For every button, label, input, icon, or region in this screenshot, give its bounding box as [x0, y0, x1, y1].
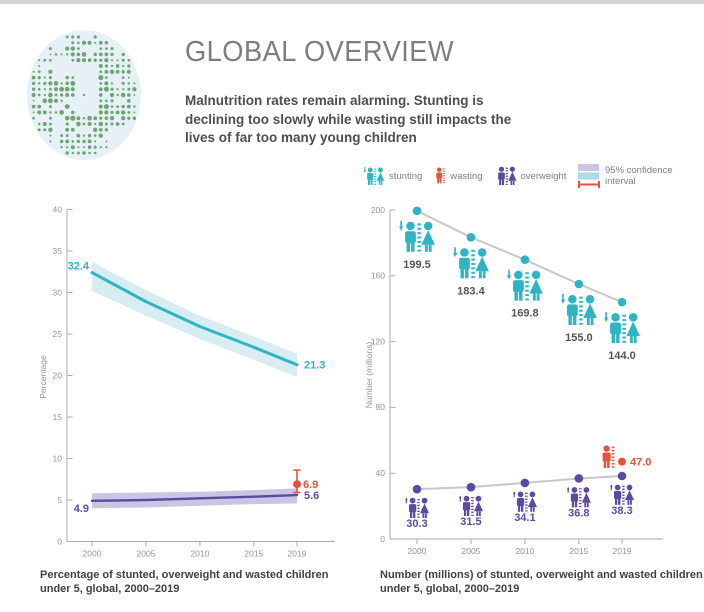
- x-tick-label: 2015: [569, 546, 588, 556]
- x-tick-label: 2005: [461, 546, 480, 556]
- x-tick-label: 2015: [244, 549, 263, 559]
- overweight-icon: [404, 497, 430, 519]
- overweight-data-point: [520, 478, 530, 488]
- y-tick-label: 160: [371, 271, 385, 281]
- x-tick-label: 2019: [613, 546, 632, 556]
- legend-item-overweight: overweight: [494, 166, 567, 186]
- stunting-icon: [363, 166, 385, 185]
- y-tick-label: 10: [53, 453, 63, 463]
- stunting-value-label: 155.0: [565, 332, 593, 344]
- stunting-value-label: 169.8: [511, 308, 539, 320]
- globe-dots: [31, 35, 137, 155]
- y-tick-label: 0: [380, 534, 385, 544]
- legend-label-stunting: stunting: [389, 170, 423, 182]
- y-tick-label: 30: [53, 287, 63, 297]
- overweight-icon: [512, 491, 537, 512]
- wasting-data-point: [293, 480, 302, 489]
- stunting-legend-glyph: [363, 166, 385, 185]
- stunting-value-label: 199.5: [403, 259, 431, 271]
- legend-label-wasting: wasting: [450, 170, 483, 182]
- overweight-value-label: 38.3: [611, 505, 632, 517]
- chart-legend: stunting wasting overweight 95% confidence …: [363, 163, 704, 189]
- wasting-icon: [602, 445, 615, 468]
- y-axis-label: Number (millions): [365, 342, 374, 409]
- overweight-line: [90, 493, 299, 503]
- x-tick-label: 2019: [288, 549, 307, 559]
- caption-percentage-chart: Percentage of stunted, overweight and wa…: [40, 569, 329, 596]
- x-tick-label: 2010: [190, 549, 209, 559]
- y-tick-label: 25: [53, 329, 63, 339]
- y-tick-label: 120: [371, 336, 385, 346]
- x-tick-label: 2005: [136, 549, 155, 559]
- confidence-interval-icon: [578, 164, 601, 188]
- stunting-icon: [604, 312, 640, 344]
- number-chart: 0 40 80 120 160 200 2000 2005 2010 2015 2019 Number…: [365, 205, 663, 556]
- overweight-value-label: 36.8: [568, 507, 589, 519]
- overweight-icon: [566, 486, 591, 508]
- legend-item-wasting: wasting: [433, 167, 483, 185]
- stunting-data-point: [617, 297, 627, 307]
- legend-label-confidence: 95% confidence interval: [605, 165, 673, 187]
- overweight-data-point: [466, 482, 476, 492]
- y-tick-label: 40: [376, 468, 386, 478]
- stunting-data-point: [412, 206, 422, 216]
- stunting-icon: [399, 220, 435, 252]
- caption-number-chart: Number (millions) of stunted, overweight…: [380, 569, 703, 596]
- overweight-value-label: 31.5: [460, 516, 481, 528]
- legend-item-confidence: 95% confidence interval: [577, 163, 704, 189]
- overweight-icon: [497, 166, 517, 186]
- stunting-end-label: 21.3: [304, 360, 325, 372]
- wasting-value-label: 47.0: [630, 457, 651, 469]
- percentage-chart: 0 5 10 15 20 25 30 35 40 2000 2005 2010 2015 2019 Perc…: [38, 204, 335, 559]
- stunting-ci-band: [92, 261, 298, 378]
- stunting-data-point: [574, 279, 584, 289]
- overweight-trend-line: [416, 474, 623, 491]
- top-border-bar: [0, 0, 704, 4]
- y-axis-label: Percentage: [38, 355, 48, 399]
- y-tick-label: 0: [57, 536, 62, 546]
- stunting-data-point: [520, 255, 530, 264]
- legend-label-overweight: overweight: [520, 170, 567, 182]
- wasting-icon: [436, 167, 446, 184]
- stunting-icon: [453, 247, 489, 279]
- stunting-icon: [560, 294, 597, 326]
- y-tick-label: 20: [53, 370, 63, 380]
- number-chart-plot: 0 40 80 120 160 200 2000 2005 2010 2015 2019 Number…: [365, 205, 663, 556]
- globe-logo: [27, 30, 141, 160]
- overweight-end-label: 5.6: [304, 490, 319, 502]
- x-tick-label: 2010: [515, 546, 534, 556]
- y-tick-label: 5: [57, 495, 62, 505]
- stunting-value-label: 144.0: [608, 350, 636, 362]
- overweight-data-point: [574, 474, 584, 483]
- overweight-value-label: 34.1: [514, 512, 535, 524]
- x-tick-label: 2000: [408, 546, 427, 556]
- overweight-start-label: 4.9: [74, 503, 89, 515]
- overweight-icon: [458, 495, 484, 517]
- overweight-value-label: 30.3: [406, 518, 427, 530]
- page-title: GLOBAL OVERVIEW: [185, 36, 455, 68]
- stunting-icon: [506, 269, 543, 301]
- y-tick-label: 35: [53, 246, 63, 256]
- legend-item-stunting: stunting: [363, 166, 423, 186]
- overweight-icon: [609, 484, 635, 505]
- stunting-value-label: 183.4: [457, 285, 485, 297]
- stunting-start-label: 32.4: [68, 261, 90, 273]
- wasting-legend-glyph: [436, 167, 446, 184]
- wasting-value-label: 6.9: [303, 479, 318, 491]
- overweight-data-point: [617, 471, 627, 481]
- stunting-data-point: [466, 233, 476, 242]
- x-tick-label: 2000: [83, 549, 102, 559]
- percentage-chart-plot: 0 5 10 15 20 25 30 35 40 2000 2005 2010 2015 2019 Perc…: [38, 204, 335, 559]
- wasting-data-point: [618, 457, 627, 466]
- overweight-data-point: [412, 484, 422, 494]
- stunting-line: [90, 271, 299, 367]
- y-tick-label: 15: [53, 412, 63, 422]
- y-tick-label: 80: [376, 402, 386, 412]
- page-subtitle: Malnutrition rates remain alarming. Stun…: [185, 93, 512, 146]
- page-header: GLOBAL OVERVIEW Malnutrition rates remai…: [185, 36, 555, 148]
- overweight-legend-glyph: [497, 166, 517, 186]
- y-tick-label: 200: [371, 205, 385, 215]
- y-tick-label: 40: [53, 204, 63, 214]
